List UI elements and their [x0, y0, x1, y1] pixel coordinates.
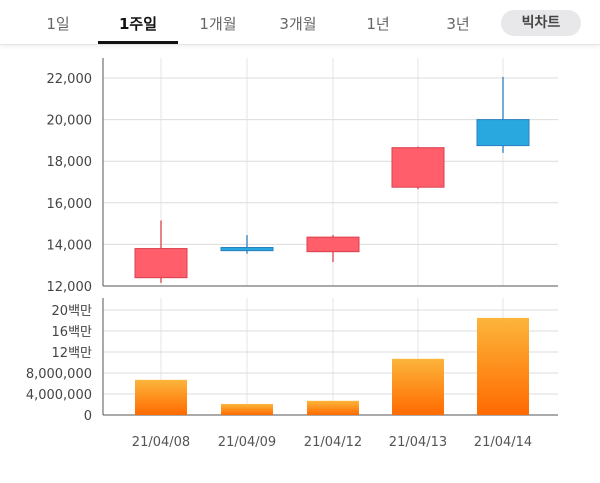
volume-bar: [307, 400, 359, 415]
y-tick-label: 12,000: [47, 280, 93, 295]
tab-3year[interactable]: 3년: [446, 15, 470, 33]
volume-bar: [221, 403, 273, 415]
tab-1year[interactable]: 1년: [366, 15, 390, 33]
y-tick-label: 16,000: [47, 197, 93, 212]
candle-body: [220, 247, 274, 252]
candle-body: [391, 147, 445, 188]
tab-1day[interactable]: 1일: [46, 15, 70, 33]
y-tick-label: 22,000: [47, 72, 93, 87]
volume-tick-label: 0: [84, 409, 92, 424]
candle-body: [476, 119, 530, 147]
volume-tick-label: 4,000,000: [26, 388, 92, 403]
active-tab-underline: [98, 41, 178, 44]
x-tick-label: 21/04/12: [304, 435, 362, 450]
tab-1week[interactable]: 1주일: [118, 15, 158, 33]
y-tick-label: 14,000: [47, 238, 93, 253]
y-tick-label: 20,000: [47, 114, 93, 129]
big-chart-button[interactable]: 빅차트: [501, 10, 581, 36]
volume-bar: [477, 317, 529, 415]
tab-1month[interactable]: 1개월: [199, 15, 237, 33]
x-tick-label: 21/04/09: [218, 435, 276, 450]
y-tick-label: 18,000: [47, 155, 93, 170]
candle-body: [306, 236, 360, 253]
x-tick-label: 21/04/08: [132, 435, 190, 450]
volume-tick-label: 8,000,000: [26, 367, 92, 382]
tab-3month[interactable]: 3개월: [279, 15, 317, 33]
volume-tick-label: 16백만: [52, 325, 93, 340]
volume-tick-label: 12백만: [52, 346, 93, 361]
candle-body: [134, 248, 188, 279]
x-tick-label: 21/04/14: [474, 435, 532, 450]
volume-tick-label: 20백만: [52, 304, 93, 319]
x-tick-label: 21/04/13: [389, 435, 447, 450]
period-tabs: 1일 1주일 1개월 3개월 1년 3년 빅차트: [0, 0, 600, 45]
volume-bar: [392, 358, 444, 415]
volume-bar: [135, 379, 187, 415]
